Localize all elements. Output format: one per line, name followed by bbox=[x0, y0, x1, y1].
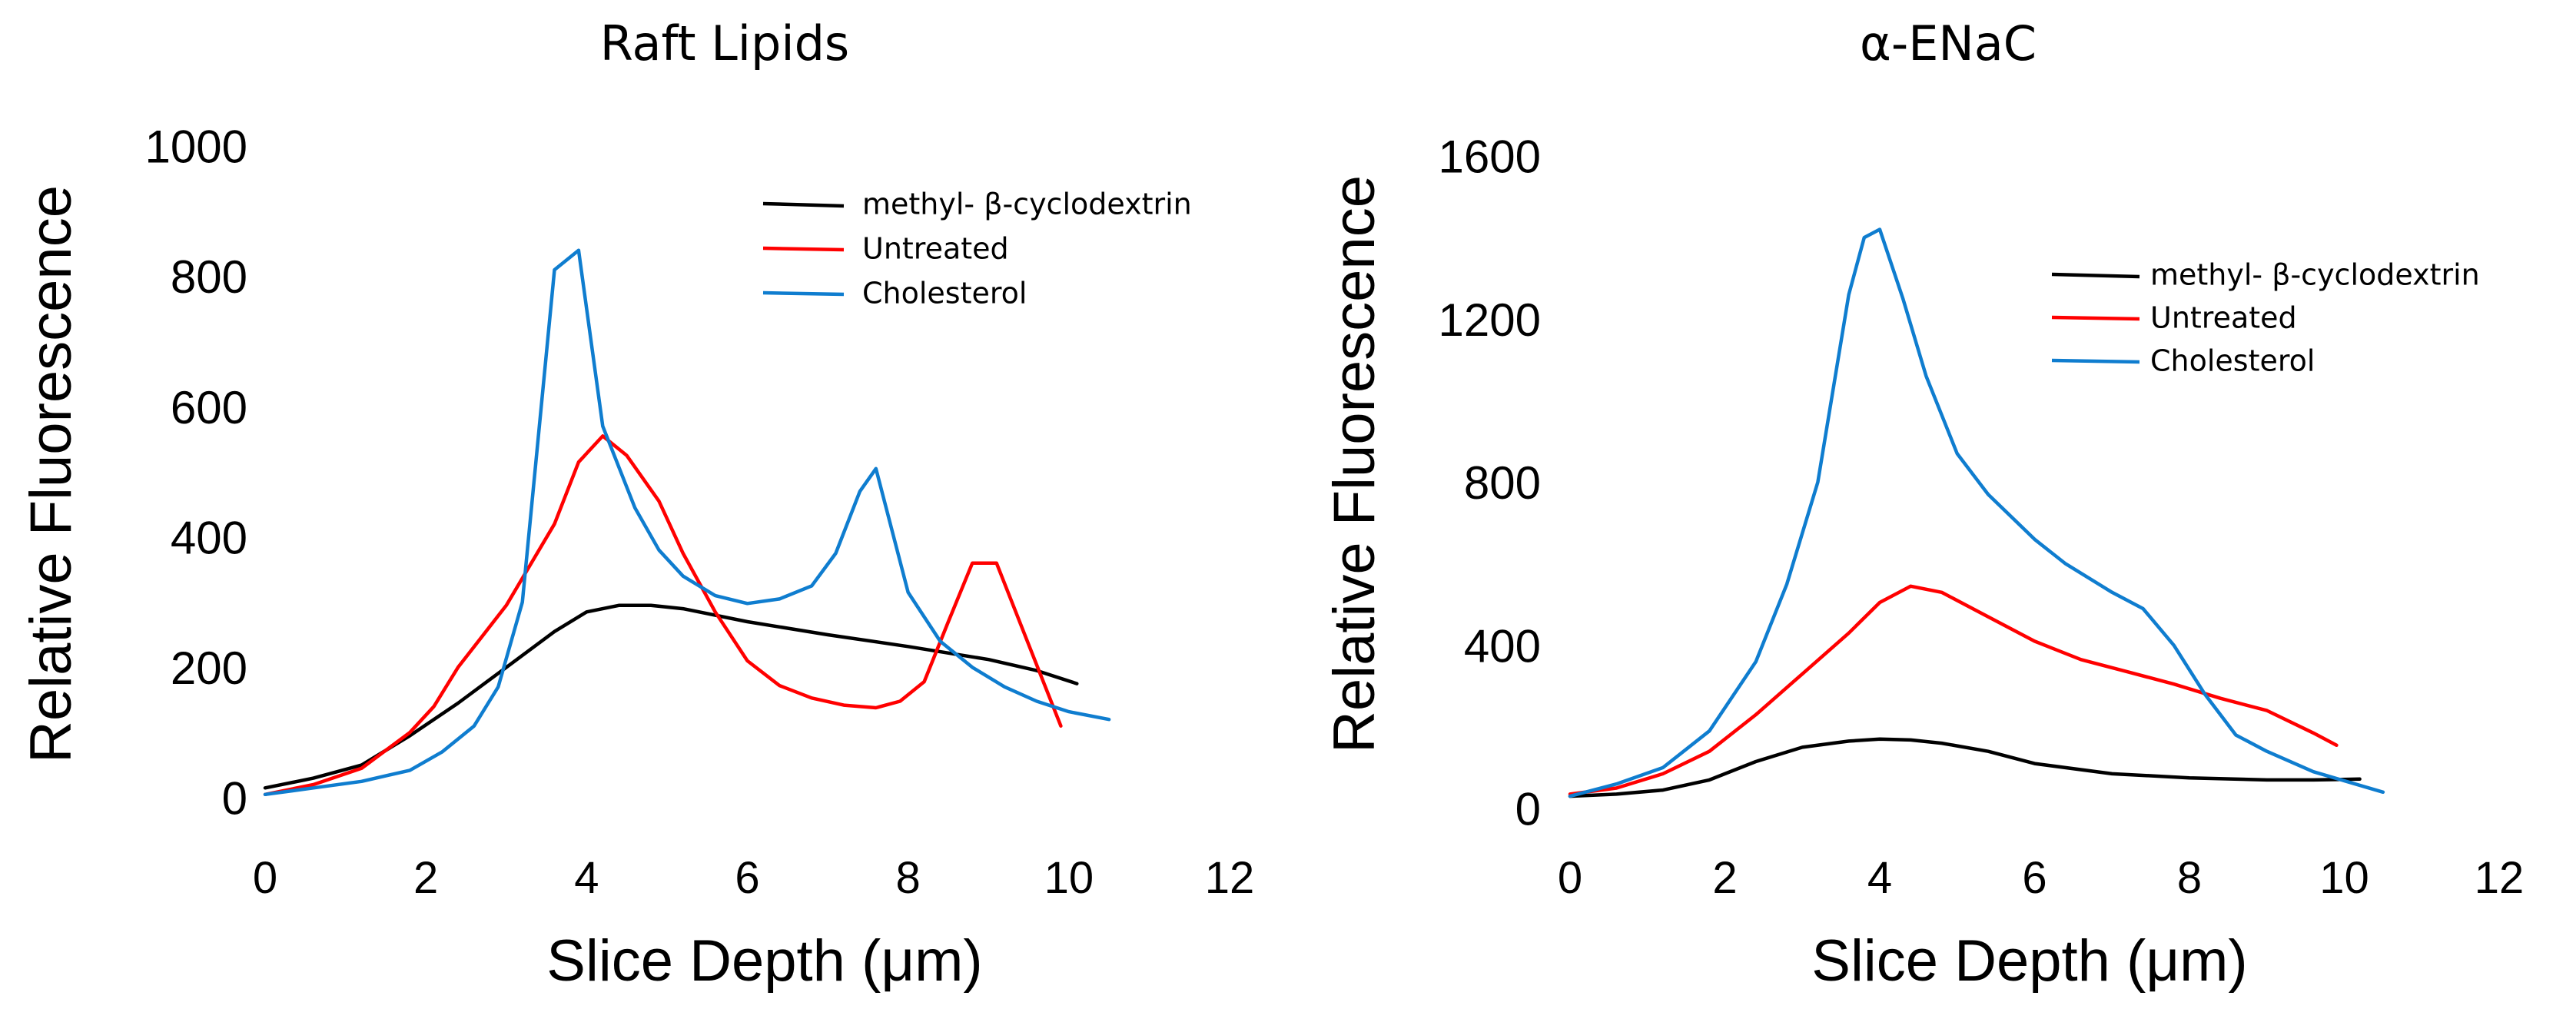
plot-area bbox=[263, 248, 1111, 797]
y-tick-label: 1200 bbox=[1439, 294, 1541, 346]
chart-raft-lipids: Raft Lipids Relative Fluorescence Slice … bbox=[18, 15, 1254, 994]
legend-swatch bbox=[762, 201, 845, 208]
legend: methyl- β-cyclodextrin Untreated Cholester… bbox=[762, 187, 1192, 310]
chart-title: α-ENaC bbox=[1860, 15, 2037, 71]
legend-label: Untreated bbox=[862, 231, 1009, 265]
x-tick-label: 8 bbox=[2177, 853, 2202, 903]
legend-swatch bbox=[2051, 358, 2140, 364]
x-tick-label: 10 bbox=[2319, 853, 2369, 903]
legend-label: methyl- β-cyclodextrin bbox=[862, 187, 1192, 221]
y-tick-label: 0 bbox=[222, 773, 247, 825]
y-tick-label: 0 bbox=[1515, 784, 1541, 835]
y-axis-label: Relative Fluorescence bbox=[1322, 175, 1387, 753]
legend: methyl- β-cyclodextrin Untreated Cholester… bbox=[2051, 257, 2480, 377]
series-line-untreated bbox=[1568, 584, 2339, 796]
legend-swatch bbox=[762, 246, 845, 252]
y-tick-label: 600 bbox=[171, 382, 247, 433]
x-axis-label: Slice Depth (μm) bbox=[546, 928, 982, 994]
y-tick-label: 400 bbox=[1464, 620, 1541, 672]
x-tick-label: 4 bbox=[574, 853, 599, 903]
chart-title: Raft Lipids bbox=[600, 15, 849, 71]
x-tick-label: 12 bbox=[1205, 853, 1255, 903]
series-line-cholesterol bbox=[1568, 227, 2385, 798]
series-line-untreated bbox=[263, 434, 1063, 797]
legend-label: Cholesterol bbox=[862, 276, 1027, 310]
x-tick-labels: 0 2 4 6 8 10 12 bbox=[253, 853, 1254, 903]
legend-swatch bbox=[762, 290, 845, 297]
x-tick-label: 6 bbox=[2022, 853, 2047, 903]
x-tick-label: 0 bbox=[253, 853, 277, 903]
legend-label: methyl- β-cyclodextrin bbox=[2150, 257, 2480, 291]
x-tick-label: 6 bbox=[735, 853, 759, 903]
y-axis-label: Relative Fluorescence bbox=[18, 185, 84, 763]
x-tick-label: 8 bbox=[896, 853, 921, 903]
x-axis-label: Slice Depth (μm) bbox=[1811, 928, 2247, 994]
y-tick-label: 800 bbox=[1464, 457, 1541, 509]
x-tick-labels: 0 2 4 6 8 10 12 bbox=[1558, 853, 2524, 903]
legend-label: Untreated bbox=[2150, 300, 2297, 334]
chart-alpha-enac: α-ENaC Relative Fluorescence Slice Depth… bbox=[1322, 15, 2524, 994]
x-tick-label: 10 bbox=[1044, 853, 1094, 903]
x-tick-label: 2 bbox=[413, 853, 438, 903]
series-line-methyl-cyclodextrin bbox=[1568, 737, 2362, 798]
y-tick-label: 400 bbox=[171, 512, 247, 563]
y-tick-label: 1600 bbox=[1439, 131, 1541, 183]
x-tick-label: 0 bbox=[1558, 853, 1582, 903]
y-tick-label: 200 bbox=[171, 642, 247, 694]
legend-swatch bbox=[2051, 315, 2140, 321]
x-tick-label: 12 bbox=[2475, 853, 2525, 903]
x-tick-label: 2 bbox=[1712, 853, 1737, 903]
x-tick-label: 4 bbox=[1867, 853, 1892, 903]
series-line-cholesterol bbox=[263, 248, 1111, 797]
legend-label: Cholesterol bbox=[2150, 344, 2315, 377]
y-tick-label: 800 bbox=[171, 251, 247, 303]
y-tick-labels: 0 200 400 600 800 1000 bbox=[145, 121, 247, 825]
y-tick-label: 1000 bbox=[145, 121, 247, 173]
series-line-methyl-cyclodextrin bbox=[263, 603, 1079, 790]
y-tick-labels: 0 400 800 1200 1600 bbox=[1439, 131, 1541, 835]
legend-swatch bbox=[2051, 272, 2140, 279]
plot-area bbox=[1568, 227, 2385, 798]
